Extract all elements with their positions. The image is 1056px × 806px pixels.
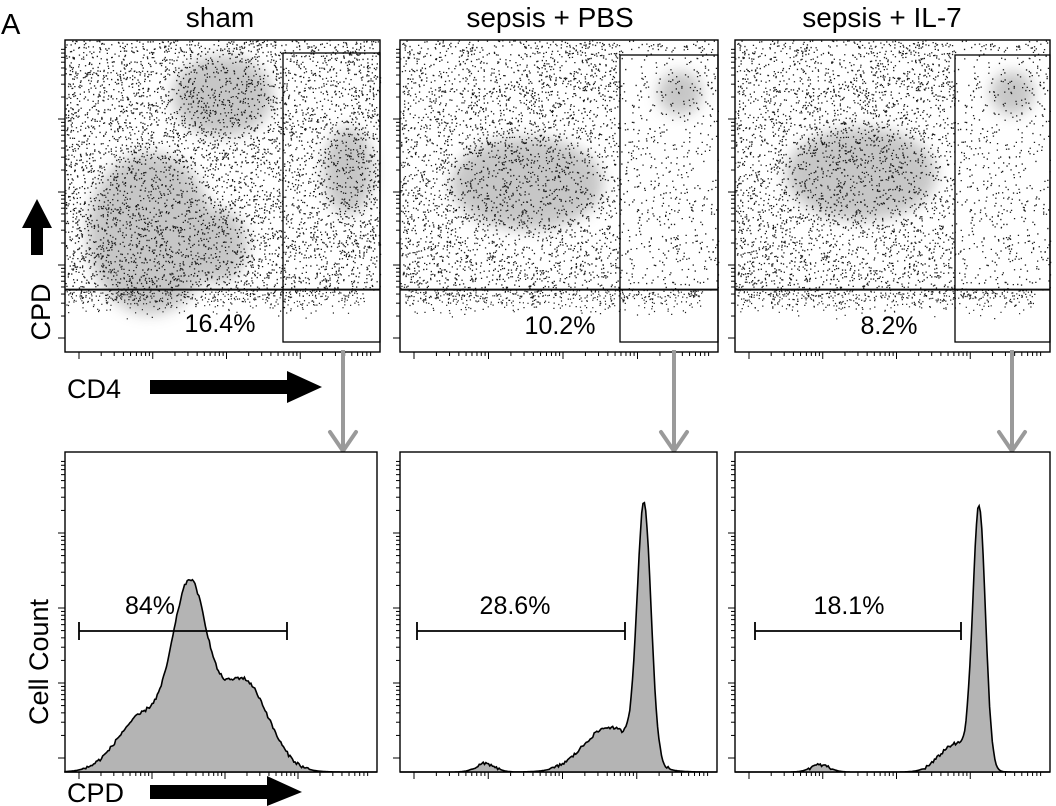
cpd-histogram-area xyxy=(400,501,717,773)
title-sepsis-il7: sepsis + IL-7 xyxy=(802,2,962,33)
cd4-gate-box xyxy=(954,54,1051,343)
cell-population-density xyxy=(87,55,374,315)
panel-letter: A xyxy=(1,9,21,41)
gate-percent-label: 10.2% xyxy=(525,312,596,340)
event-dots xyxy=(735,40,1052,320)
cell-population xyxy=(184,208,248,284)
connector-arrowhead-icon xyxy=(997,430,1027,453)
cpd-histogram-area xyxy=(64,578,377,773)
event-dots xyxy=(400,40,720,318)
title-sepsis-pbs: sepsis + PBS xyxy=(466,2,633,33)
gate-range-marker xyxy=(754,622,962,640)
gate-percent-label: 28.6% xyxy=(480,592,551,620)
connector-arrowhead-icon xyxy=(659,430,689,453)
cell-population xyxy=(172,55,273,137)
plot-frame xyxy=(734,451,1051,773)
x-axis-arrow-icon xyxy=(150,776,302,806)
event-dot-cloud xyxy=(735,40,1052,320)
gate-percent-label: 84% xyxy=(125,592,175,620)
scatter-plot-sham: 16.4% xyxy=(58,39,382,359)
cell-population xyxy=(87,152,214,315)
cell-population xyxy=(990,71,1035,115)
axis-ticks xyxy=(728,48,1042,359)
scatter-plot-sepsis-pbs: 10.2% xyxy=(393,39,720,359)
axis-ticks xyxy=(58,460,369,779)
gate-percent-label: 8.2% xyxy=(861,312,918,340)
cell-population xyxy=(450,136,604,231)
y-axis-arrow-icon xyxy=(22,199,52,255)
axis-ticks xyxy=(728,460,1042,779)
event-dot-cloud xyxy=(65,40,382,320)
axis-ticks xyxy=(393,460,709,779)
histogram-sham: 84% xyxy=(58,451,378,779)
cell-population xyxy=(657,71,703,115)
connector-arrowhead-icon xyxy=(328,430,358,453)
gate-range-marker xyxy=(416,622,626,640)
cell-population-density xyxy=(785,71,1035,221)
cell-population xyxy=(785,127,937,221)
cd4-gate-box xyxy=(619,54,719,343)
gate-range-marker xyxy=(78,622,288,640)
cell-population-density xyxy=(450,71,703,231)
title-sham: sham xyxy=(186,2,254,33)
gate-percent-label: 16.4% xyxy=(185,310,256,338)
event-dots xyxy=(65,40,382,320)
histogram-sepsis-pbs: 28.6% xyxy=(393,451,718,779)
histogram-y-axis-label: Cell Count xyxy=(24,598,54,725)
histogram-sepsis-il7: 18.1% xyxy=(728,451,1051,779)
x-axis-arrow-icon xyxy=(150,371,322,403)
histogram-x-axis-label: CPD xyxy=(67,778,124,806)
scatter-y-axis-label: CPD xyxy=(26,283,56,340)
gate-percent-label: 18.1% xyxy=(814,592,885,620)
plot-frame xyxy=(399,451,718,773)
cd4-gate-box xyxy=(282,52,381,343)
cell-population xyxy=(323,127,374,215)
scatter-plot-sepsis-il7: 8.2% xyxy=(728,39,1052,359)
scatter-x-axis-label: CD4 xyxy=(67,374,121,404)
axis-ticks xyxy=(58,48,372,359)
axis-ticks xyxy=(393,48,710,359)
